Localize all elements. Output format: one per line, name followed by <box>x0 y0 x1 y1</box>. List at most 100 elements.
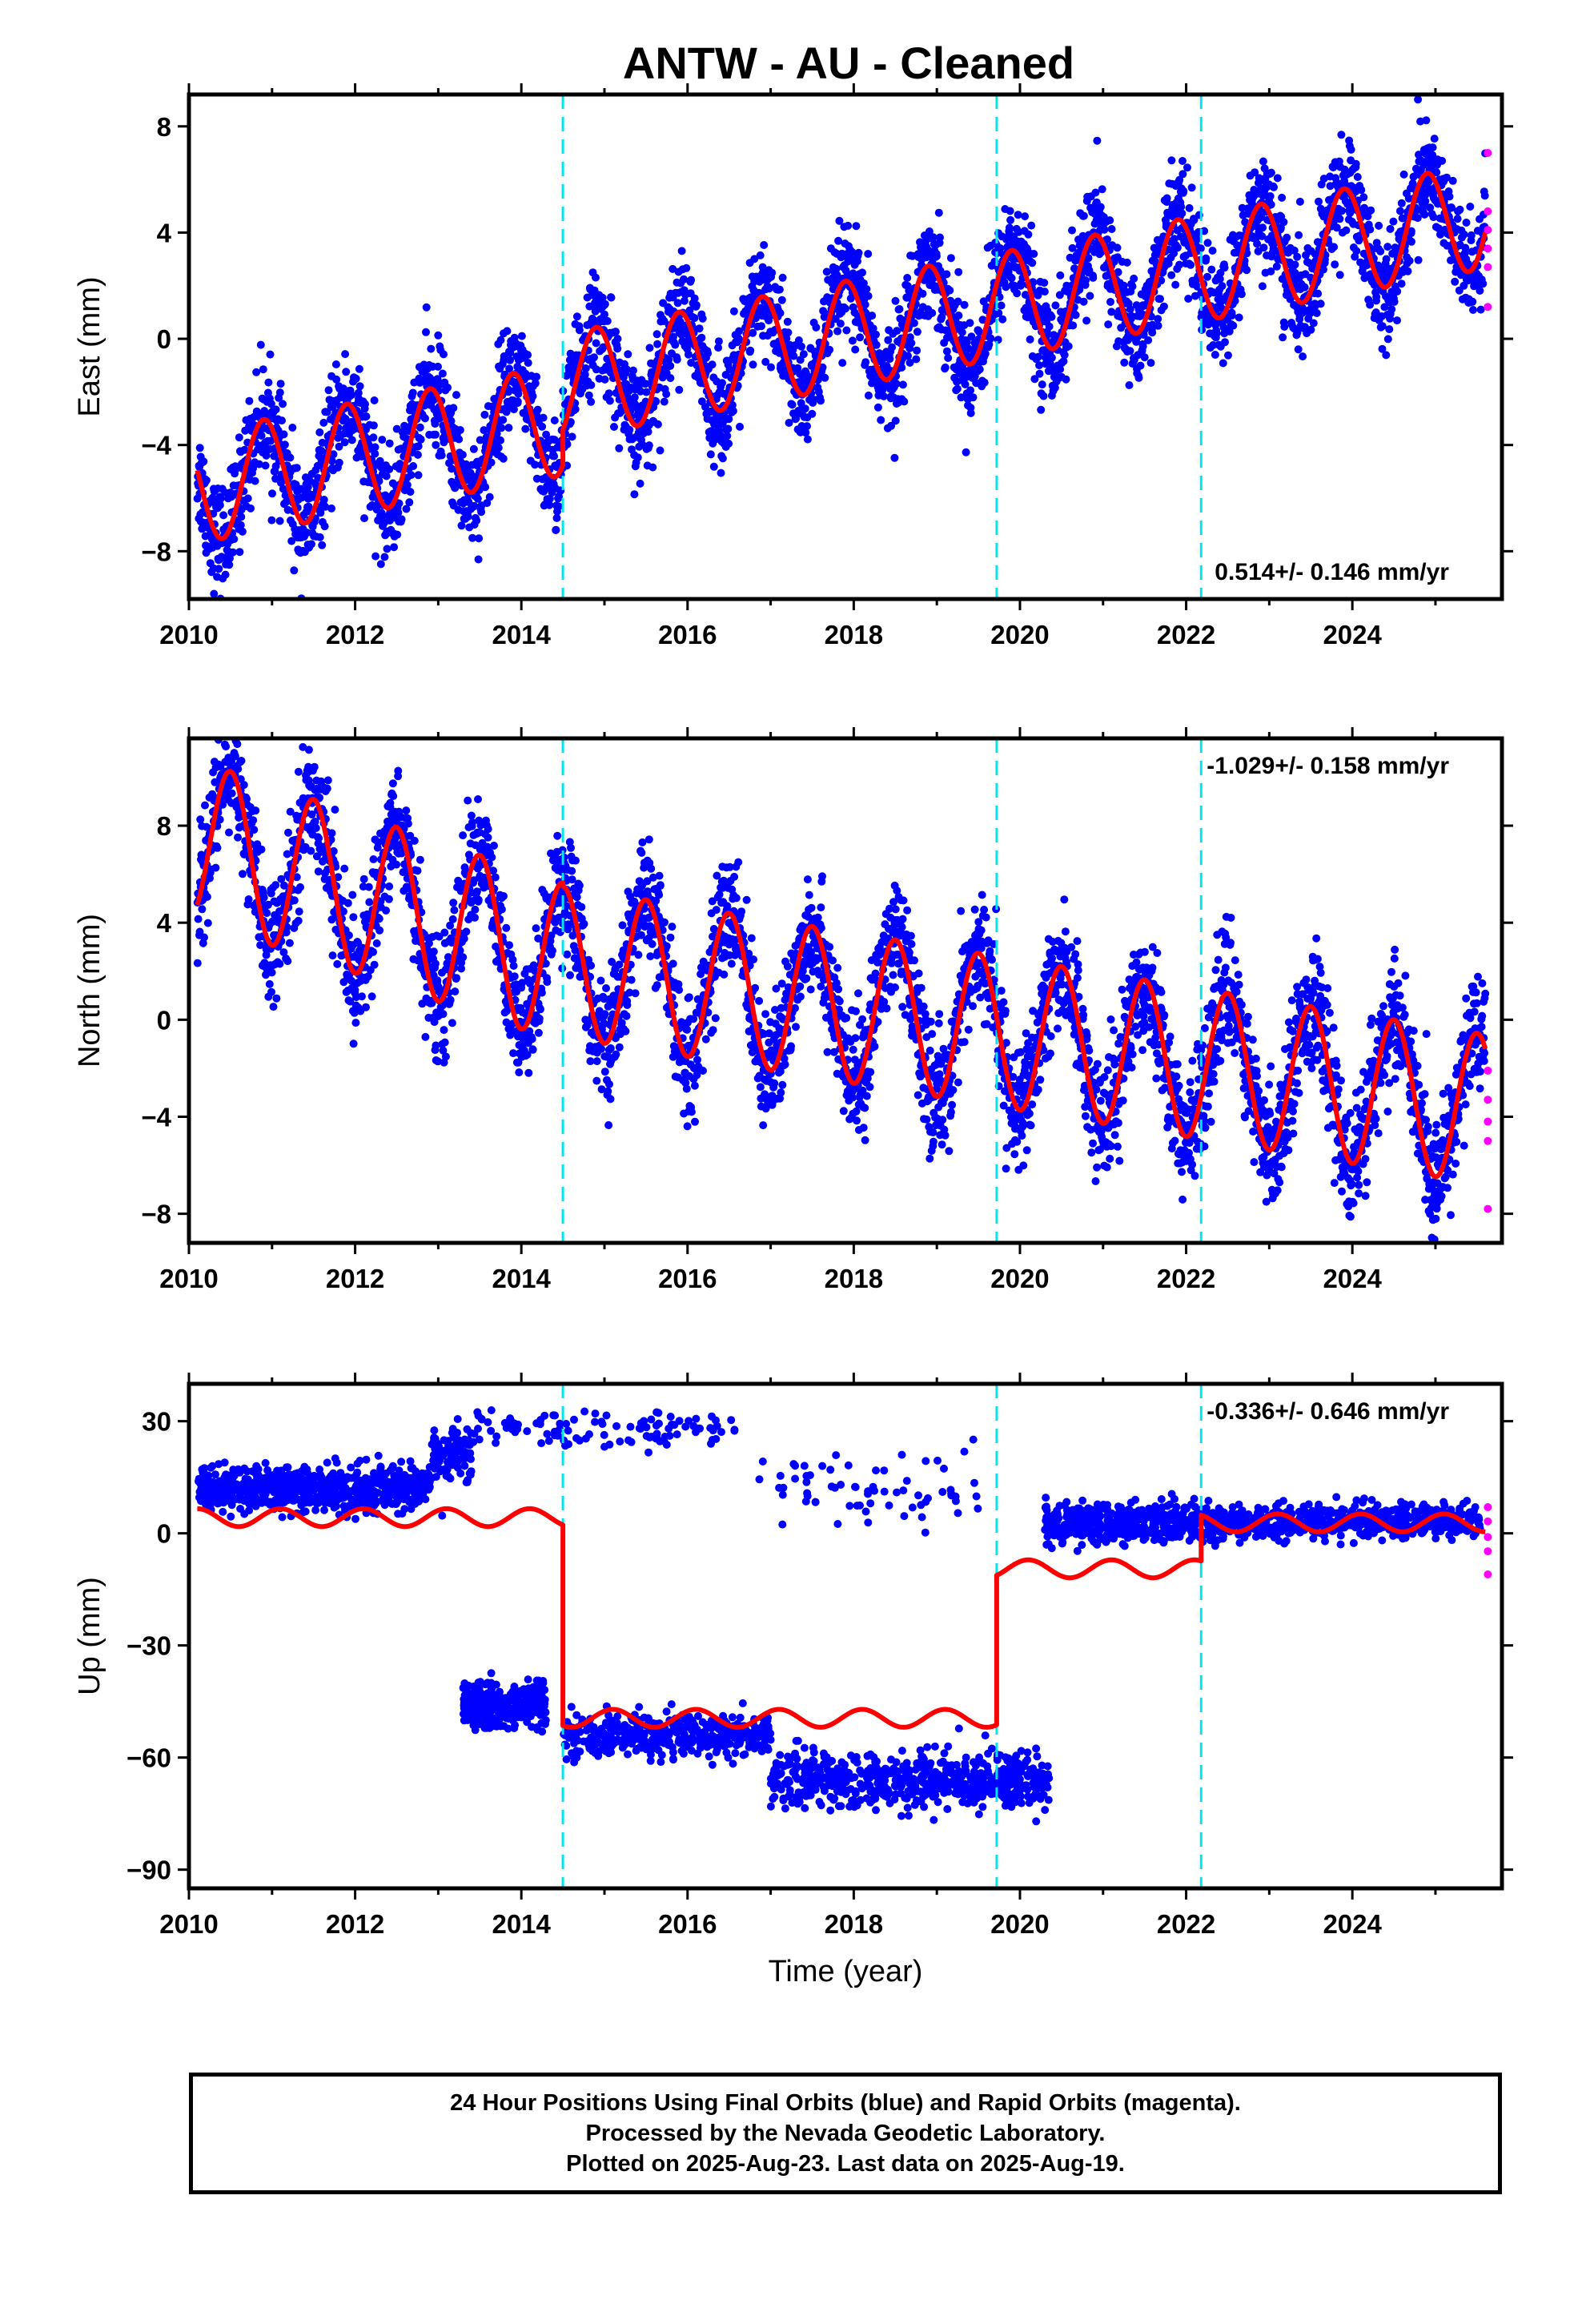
data-point <box>648 463 657 472</box>
data-point <box>825 345 834 354</box>
data-point <box>1319 265 1327 274</box>
data-point <box>1186 260 1195 269</box>
data-point <box>1428 143 1437 152</box>
data-point <box>405 498 414 507</box>
data-point <box>1184 295 1193 303</box>
data-point <box>612 328 620 336</box>
data-point <box>249 464 258 472</box>
data-point <box>1403 267 1412 275</box>
data-point <box>264 900 272 909</box>
data-point <box>221 570 230 579</box>
data-point <box>615 444 624 452</box>
data-point <box>1103 235 1111 243</box>
data-point <box>905 358 914 367</box>
data-point <box>600 300 609 308</box>
data-point <box>236 521 245 529</box>
x-tick-label: 2024 <box>1323 620 1382 649</box>
data-point <box>1212 329 1221 338</box>
data-point <box>448 1019 456 1027</box>
data-point <box>1177 203 1186 211</box>
data-point <box>369 855 378 863</box>
data-point <box>960 300 969 309</box>
data-point <box>1372 292 1381 301</box>
data-point <box>328 951 337 960</box>
data-point <box>1331 260 1339 269</box>
data-point <box>1024 230 1033 239</box>
data-point <box>280 440 289 449</box>
data-point <box>243 494 252 503</box>
data-point <box>817 396 825 405</box>
data-point <box>1219 359 1227 368</box>
data-point <box>407 471 416 480</box>
data-point <box>456 426 464 434</box>
data-point <box>1207 265 1216 274</box>
data-point <box>1438 156 1447 165</box>
data-point <box>864 250 873 258</box>
data-point <box>1300 323 1309 332</box>
data-point <box>304 746 313 754</box>
data-point <box>358 992 366 1001</box>
data-point <box>210 589 219 598</box>
data-point <box>633 453 642 462</box>
data-point <box>225 828 233 837</box>
data-point <box>1426 203 1435 212</box>
data-point <box>1178 170 1187 179</box>
data-point <box>264 378 273 387</box>
data-point <box>413 866 422 875</box>
data-point <box>509 405 518 414</box>
data-point <box>1370 281 1379 289</box>
data-point <box>259 365 267 374</box>
data-point <box>1407 227 1415 235</box>
data-point <box>868 312 877 320</box>
data-point <box>494 444 503 452</box>
data-point <box>361 400 369 408</box>
data-point <box>524 351 532 360</box>
data-point <box>735 327 744 336</box>
data-point <box>1413 214 1422 223</box>
data-point <box>645 344 654 352</box>
data-point <box>746 346 755 355</box>
data-point <box>360 514 368 523</box>
data-point <box>195 927 204 936</box>
data-point <box>284 828 292 837</box>
data-point <box>251 806 260 815</box>
data-point <box>458 450 467 459</box>
data-point <box>422 328 430 336</box>
data-point <box>1366 300 1375 309</box>
data-point <box>765 316 773 325</box>
data-point <box>718 454 727 463</box>
data-point <box>333 959 342 968</box>
data-point <box>480 410 489 419</box>
data-point <box>290 896 299 905</box>
data-point <box>464 796 472 805</box>
data-point <box>283 957 292 966</box>
data-point <box>343 899 352 907</box>
data-point <box>211 778 219 786</box>
data-point <box>600 310 608 319</box>
data-point <box>296 883 304 891</box>
data-point <box>1211 351 1219 359</box>
data-point <box>211 863 220 872</box>
data-point <box>279 430 288 439</box>
data-point <box>1051 301 1060 310</box>
data-point <box>216 494 225 503</box>
data-point <box>904 352 912 360</box>
data-point <box>472 517 481 525</box>
data-point <box>1259 243 1268 252</box>
data-point <box>946 286 954 295</box>
data-point <box>1014 211 1022 219</box>
data-point <box>600 375 609 384</box>
data-point <box>821 373 829 382</box>
data-point <box>706 450 715 459</box>
data-point <box>598 293 607 302</box>
data-point <box>966 386 975 395</box>
data-point <box>1071 311 1080 320</box>
data-point <box>1039 392 1048 400</box>
data-point <box>1359 193 1368 202</box>
data-point <box>1203 272 1211 281</box>
data-point <box>1312 309 1321 317</box>
data-point <box>1040 279 1049 287</box>
data-point <box>499 454 508 463</box>
data-point <box>1383 335 1392 344</box>
